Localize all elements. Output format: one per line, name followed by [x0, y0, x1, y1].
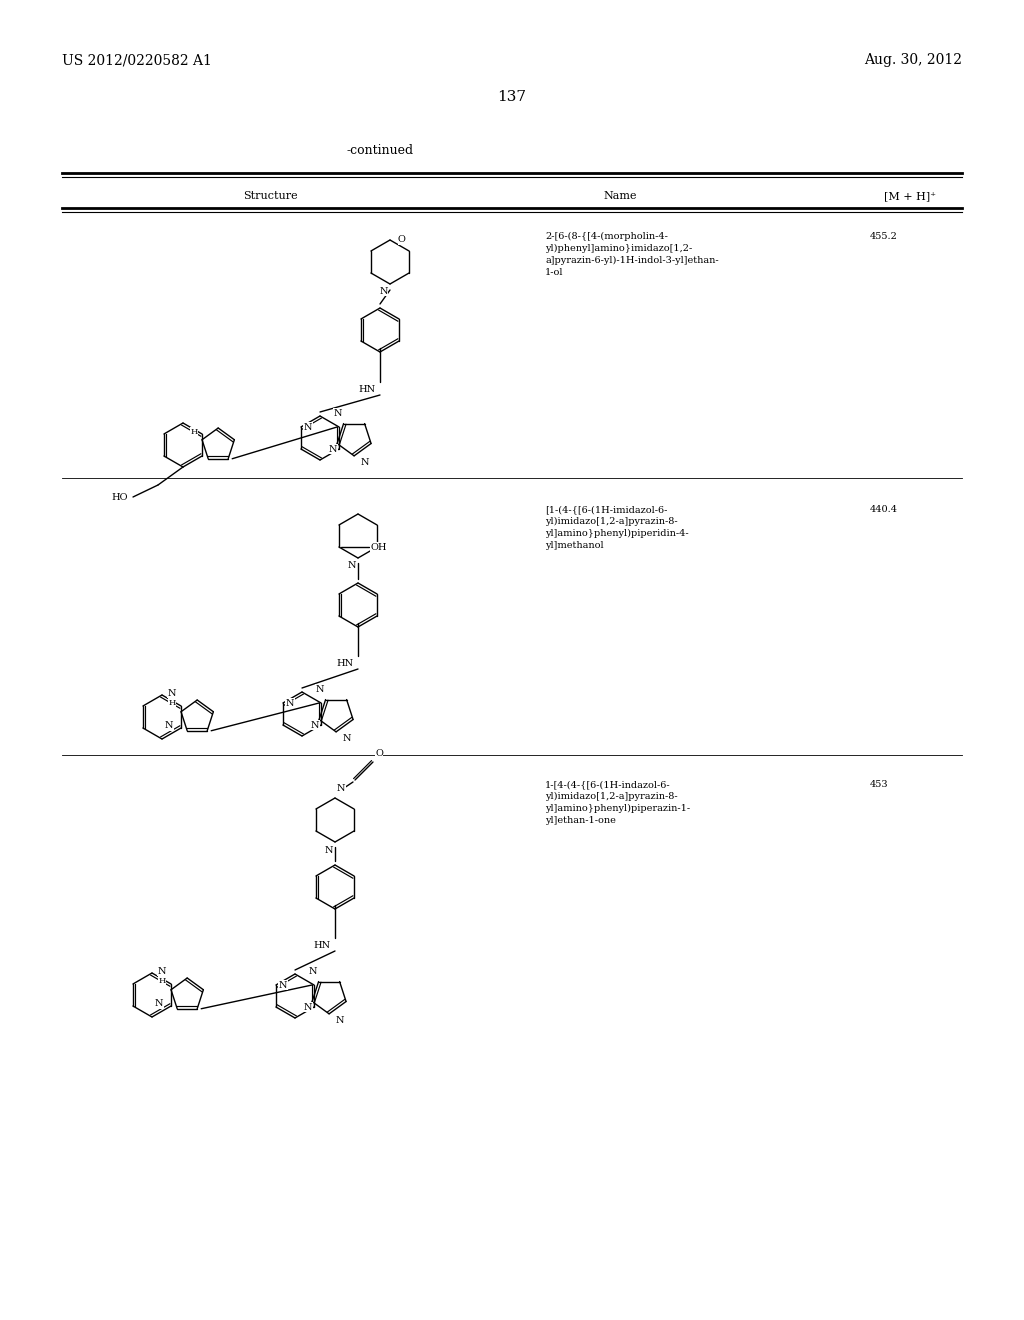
- Text: OH: OH: [371, 543, 387, 552]
- Text: N: N: [347, 561, 356, 570]
- Text: H: H: [169, 698, 176, 706]
- Text: N: N: [168, 689, 176, 698]
- Text: N: N: [165, 722, 173, 730]
- Text: N: N: [286, 698, 295, 708]
- Text: N: N: [303, 1002, 312, 1011]
- Text: 1-[4-(4-{[6-(1H-indazol-6-
yl)imidazo[1,2-a]pyrazin-8-
yl]amino}phenyl)piperazin: 1-[4-(4-{[6-(1H-indazol-6- yl)imidazo[1,…: [545, 780, 690, 825]
- Text: N: N: [158, 968, 166, 975]
- Text: 137: 137: [498, 90, 526, 104]
- Text: O: O: [375, 748, 383, 758]
- Text: N: N: [333, 409, 342, 417]
- Text: Aug. 30, 2012: Aug. 30, 2012: [864, 53, 962, 67]
- Text: N: N: [342, 734, 350, 743]
- Text: N: N: [337, 784, 345, 793]
- Text: 440.4: 440.4: [870, 506, 898, 513]
- Text: O: O: [398, 235, 406, 244]
- Text: -continued: -continued: [346, 144, 414, 157]
- Text: N: N: [335, 1016, 344, 1024]
- Text: [M + H]⁺: [M + H]⁺: [884, 191, 936, 201]
- Text: N: N: [308, 966, 316, 975]
- Text: H: H: [190, 428, 198, 436]
- Text: N: N: [155, 999, 163, 1008]
- Text: N: N: [279, 981, 288, 990]
- Text: 2-[6-(8-{[4-(morpholin-4-
yl)phenyl]amino}imidazo[1,2-
a]pyrazin-6-yl)-1H-indol-: 2-[6-(8-{[4-(morpholin-4- yl)phenyl]amin…: [545, 232, 719, 277]
- Text: [1-(4-{[6-(1H-imidazol-6-
yl)imidazo[1,2-a]pyrazin-8-
yl]amino}phenyl)piperidin-: [1-(4-{[6-(1H-imidazol-6- yl)imidazo[1,2…: [545, 506, 688, 549]
- Text: N: N: [325, 846, 333, 855]
- Text: N: N: [304, 422, 312, 432]
- Text: HN: HN: [314, 941, 331, 950]
- Text: N: N: [310, 721, 319, 730]
- Text: N: N: [380, 286, 388, 296]
- Text: HN: HN: [358, 385, 376, 395]
- Text: HO: HO: [112, 492, 128, 502]
- Text: H: H: [159, 977, 166, 985]
- Text: US 2012/0220582 A1: US 2012/0220582 A1: [62, 53, 212, 67]
- Text: N: N: [360, 458, 369, 467]
- Text: 455.2: 455.2: [870, 232, 898, 242]
- Text: Structure: Structure: [243, 191, 297, 201]
- Text: Name: Name: [603, 191, 637, 201]
- Text: N: N: [315, 685, 324, 693]
- Text: 453: 453: [870, 780, 889, 789]
- Text: N: N: [329, 445, 337, 454]
- Text: HN: HN: [337, 660, 354, 668]
